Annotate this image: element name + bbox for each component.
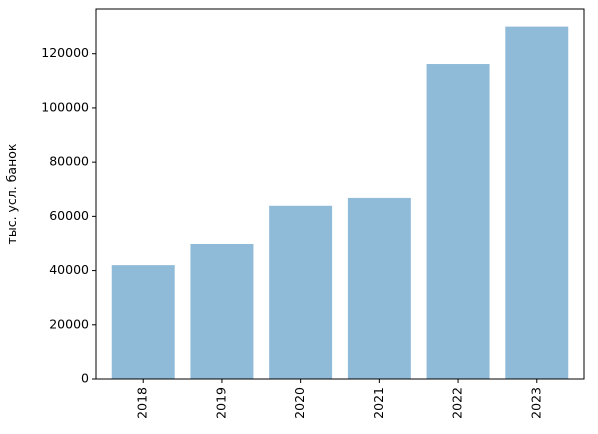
y-tick-label: 120000 [41, 45, 89, 60]
bar [111, 265, 175, 379]
y-tick-label: 100000 [41, 99, 89, 114]
x-tick-label: 2020 [292, 387, 307, 419]
bar [269, 205, 333, 379]
y-axis-label: тыс. усл. банок [4, 143, 19, 244]
bar [426, 64, 490, 380]
bar [190, 244, 254, 379]
y-tick-label: 80000 [49, 154, 89, 169]
y-tick-label: 40000 [49, 262, 89, 277]
bar [347, 197, 411, 379]
bar [505, 26, 569, 379]
plot-frame [95, 8, 585, 380]
x-tick-label: 2019 [213, 387, 228, 419]
x-tick-label: 2023 [528, 387, 543, 419]
x-tick-label: 2021 [371, 387, 386, 419]
y-tick-label: 0 [81, 371, 89, 386]
x-tick-label: 2018 [135, 387, 150, 419]
y-tick-label: 60000 [49, 208, 89, 223]
x-tick-label: 2022 [450, 387, 465, 419]
y-tick-label: 20000 [49, 316, 89, 331]
